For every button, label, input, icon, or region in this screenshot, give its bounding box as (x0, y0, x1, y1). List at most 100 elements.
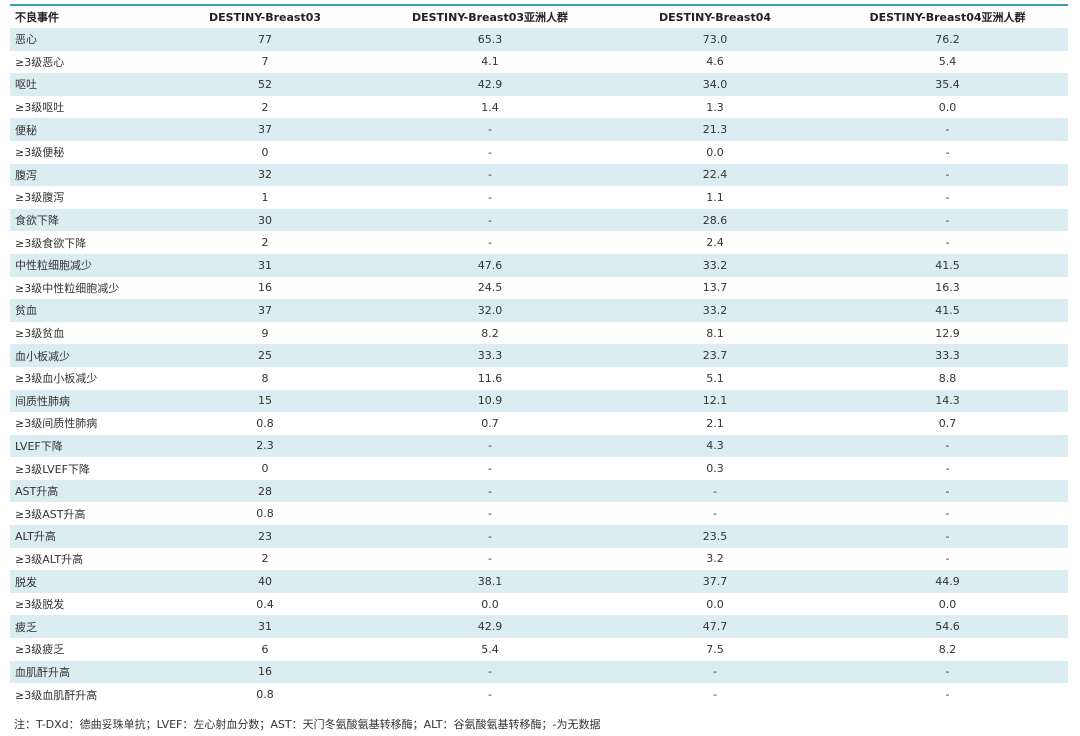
table-row: 血肌酐升高 16- - - (10, 660, 1068, 684)
cell-value: - (713, 688, 717, 702)
cell-value: 33.2 (603, 253, 827, 277)
cell-value: 8 (261, 371, 269, 385)
cell-value: 37.7 (603, 570, 827, 593)
cell-value: - (945, 145, 950, 159)
footnote: 注：T-DXd：德曲妥珠单抗；LVEF：左心射血分数；AST：天门冬氨酸氨基转移… (14, 718, 601, 731)
cell-value: - (945, 507, 950, 521)
cell-value: 28 (153, 479, 377, 503)
event-name: ≥3级恶心 (15, 55, 65, 69)
cell-value: - (827, 118, 1068, 141)
cell-value: 0.0 (938, 597, 957, 611)
table-row: 疲乏 31 42.9 47.7 54.6 (10, 615, 1068, 639)
cell-value: 34.0 (603, 73, 827, 96)
table-row: ≥3级恶心 7 4.1 4.6 5.4 (10, 51, 1068, 74)
event-name: 脱发 (10, 570, 153, 593)
event-name: 贫血 (10, 299, 153, 322)
cell-value: 7 (261, 55, 269, 69)
table-row: ≥3级食欲下降 2 - 2.4 - (10, 231, 1068, 254)
cell-value: 4.3 (603, 434, 827, 458)
header-cell: DESTINY-Breast03亚洲人群 (411, 11, 569, 24)
cell-value: 21.3 (603, 118, 827, 141)
event-name: ≥3级腹泻 (15, 191, 65, 205)
table-row: 中性粒细胞减少 31 47.6 33.2 41.5 (10, 253, 1068, 277)
cell-value: - (945, 190, 950, 204)
table-row: ≥3级LVEF下降 0 - 0.3 - (10, 457, 1068, 480)
cell-value: - (488, 236, 492, 250)
cell-value: 2 (261, 100, 269, 114)
table-row: 呕吐 52 42.9 34.0 35.4 (10, 73, 1068, 96)
cell-value: - (945, 462, 950, 476)
cell-value: 14.3 (827, 389, 1068, 413)
cell-value: 2 (261, 236, 269, 250)
cell-value: 41.5 (827, 253, 1068, 277)
cell-value: 1.4 (481, 100, 499, 114)
cell-value: 0.0 (706, 597, 724, 611)
cell-value: 1 (261, 190, 269, 204)
cell-value: 41.5 (827, 299, 1068, 322)
cell-value: 32.0 (377, 299, 603, 322)
table-row: AST升高 28- - - (10, 479, 1068, 503)
cell-value: 35.4 (827, 73, 1068, 96)
event-name: ≥3级血小板减少 (15, 372, 98, 386)
event-name: ≥3级贫血 (15, 327, 65, 341)
cell-value: - (377, 163, 603, 187)
table-row: ≥3级呕吐 2 1.4 1.3 0.0 (10, 96, 1068, 119)
cell-value: - (488, 190, 492, 204)
cell-value: - (377, 118, 603, 141)
cell-value: 16 (153, 660, 377, 684)
cell-value: 10.9 (377, 389, 603, 413)
header-cell: DESTINY-Breast04亚洲人群 (869, 11, 1026, 24)
adverse-events-table: 不良事件 DESTINY-Breast03 DESTINY-Breast03亚洲人群… (10, 4, 1068, 706)
cell-value: 47.7 (603, 615, 827, 639)
cell-value: 33.3 (377, 344, 603, 367)
cell-value: 9 (261, 326, 269, 340)
table-row: ≥3级疲乏 6 5.4 7.5 8.2 (10, 638, 1068, 661)
cell-value: - (377, 479, 603, 503)
cell-value: - (488, 688, 492, 702)
cell-value: 44.9 (827, 570, 1068, 593)
cell-value: 77 (153, 28, 377, 51)
cell-value: 8.2 (938, 642, 957, 656)
event-name: 便秘 (10, 118, 153, 141)
cell-value: 23.5 (603, 525, 827, 548)
table-row: 便秘 37-21.3- (10, 118, 1068, 141)
cell-value: - (377, 660, 603, 684)
cell-value: 76.2 (827, 28, 1068, 51)
table-row: ≥3级AST升高 0.8 - - - (10, 502, 1068, 525)
header-cell: 不良事件 (15, 11, 59, 24)
cell-value: - (488, 552, 492, 566)
cell-value: 33.3 (827, 344, 1068, 367)
cell-value: 3.2 (706, 552, 724, 566)
event-name: 呕吐 (10, 73, 153, 96)
cell-value: 22.4 (603, 163, 827, 187)
event-name: ≥3级中性粒细胞减少 (15, 281, 120, 295)
cell-value: 47.6 (377, 253, 603, 277)
cell-value: 30 (153, 208, 377, 232)
cell-value: 73.0 (603, 28, 827, 51)
cell-value: 2.1 (706, 416, 724, 430)
cell-value: 0.8 (256, 688, 274, 702)
cell-value: 24.5 (477, 281, 503, 295)
cell-value: 0 (261, 145, 269, 159)
cell-value: 12.9 (935, 326, 960, 340)
cell-value: - (827, 660, 1068, 684)
cell-value: - (827, 163, 1068, 187)
cell-value: 0.7 (938, 416, 957, 430)
cell-value: - (377, 208, 603, 232)
table-row: ≥3级血小板减少 8 11.6 5.1 8.8 (10, 367, 1068, 390)
cell-value: 65.3 (377, 28, 603, 51)
cell-value: 0.0 (706, 145, 724, 159)
table-row: ≥3级贫血 9 8.2 8.1 12.9 (10, 322, 1068, 345)
table-row: 脱发 40 38.1 37.7 44.9 (10, 570, 1068, 593)
cell-value: 38.1 (377, 570, 603, 593)
table-row: ≥3级便秘 0 - 0.0 - (10, 141, 1068, 164)
cell-value: 7.5 (706, 642, 724, 656)
cell-value: 5.1 (706, 371, 724, 385)
table-row: ≥3级腹泻 1 - 1.1 - (10, 186, 1068, 209)
cell-value: 23.7 (603, 344, 827, 367)
cell-value: 8.2 (481, 326, 499, 340)
cell-value: - (827, 479, 1068, 503)
cell-value: 0 (261, 462, 269, 476)
cell-value: 32 (153, 163, 377, 187)
